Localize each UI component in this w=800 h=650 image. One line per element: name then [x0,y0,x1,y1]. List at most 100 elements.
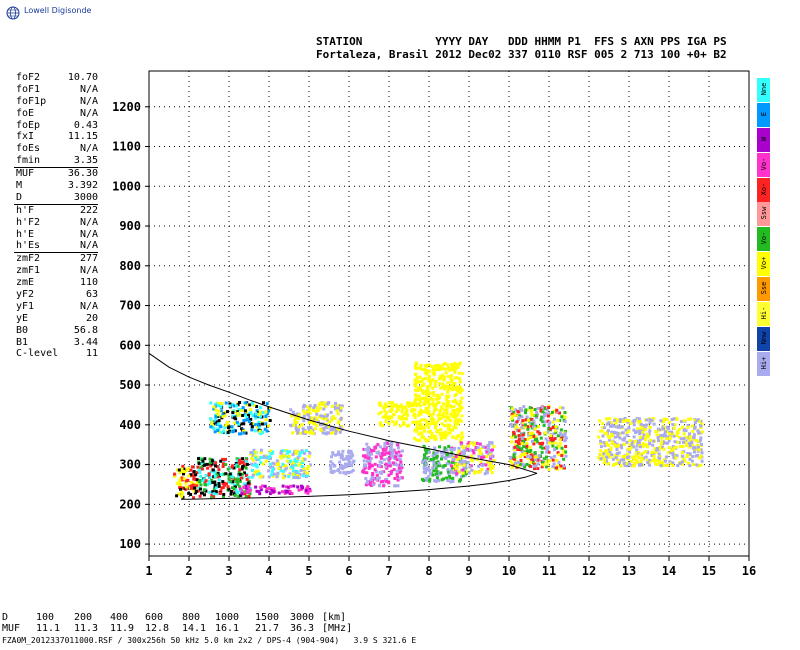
echo-pixel [434,426,438,430]
echo-pixel [674,456,678,460]
echo-pixel [442,411,446,415]
echo-pixel [619,464,623,468]
d-value: 800 [182,612,201,623]
echo-pixel [398,476,402,480]
echo-pixel [393,477,397,480]
echo-pixel [490,441,494,445]
echo-pixel [512,410,516,414]
echo-pixel [332,464,336,468]
echo-pixel [454,426,458,430]
echo-pixel [281,469,285,473]
echo-pixel [479,451,483,455]
muf-value: 21.7 [255,623,280,634]
echo-pixel [399,454,403,458]
echo-pixel [432,456,436,460]
echo-pixel [486,460,490,464]
parameter-row: D 3000 [16,192,98,204]
echo-pixel [217,409,221,413]
echo-pixel [432,469,436,473]
echo-pixel [285,449,289,453]
echo-pixel [196,489,200,493]
echo-pixel [614,456,618,460]
echo-pixel [622,442,626,446]
echo-pixel [369,457,373,460]
echo-pixel [244,414,248,418]
echo-pixel [387,422,391,426]
echo-pixel [634,451,638,455]
echo-pixel [520,442,524,446]
echo-pixel [449,386,453,390]
echo-pixel [449,447,453,451]
echo-pixel [255,458,259,462]
echo-pixel [685,444,689,448]
echo-pixel [275,463,279,467]
echo-pixel [675,434,679,438]
echo-pixel [433,382,437,386]
parameter-row: yF1 N/A [16,301,98,313]
parameter-panel: foF2 10.70 foF1 N/A foF1p N/A foE N/A foEp 0.43 fx… [14,72,98,360]
echo-pixel [233,483,237,487]
echo-pixel [177,492,181,496]
echo-pixel [281,453,285,457]
echo-pixel [223,414,227,418]
echo-pixel [522,445,526,449]
echo-pixel [426,475,430,479]
echo-pixel [524,423,527,427]
echo-pixel [244,401,248,405]
echo-pixel [336,453,340,457]
echo-pixel [444,457,448,460]
echo-pixel [419,427,423,431]
parameter-name: h'F2 [16,216,41,228]
echo-pixel [288,492,292,495]
echo-pixel [622,438,626,442]
echo-pixel [691,455,695,458]
echo-pixel [531,454,535,458]
echo-pixel [298,431,302,435]
echo-pixel [542,459,546,463]
echo-pixel [295,420,299,424]
echo-pixel [433,453,437,457]
echo-pixel [491,466,495,470]
echo-pixel [682,432,686,436]
echo-pixel [421,426,425,429]
echo-pixel [254,414,257,418]
echo-pixel [700,459,704,463]
echo-pixel [424,439,428,443]
echo-pixel [192,486,196,490]
echo-pixel [610,453,614,457]
echo-pixel [486,444,490,447]
echo-pixel [469,448,472,452]
echo-pixel [246,481,250,485]
muf-value: 12.8 [145,623,170,634]
echo-pixel [647,432,651,436]
echo-pixel [444,371,448,375]
echo-pixel [697,431,701,435]
echo-pixel [623,417,627,420]
echo-pixel [197,462,201,465]
echo-pixel [526,427,530,431]
echo-pixel [395,463,399,467]
echo-pixel [351,468,355,472]
echo-pixel [428,477,432,481]
echo-pixel [208,482,212,485]
echo-pixel [267,424,271,428]
echo-pixel [672,455,676,459]
parameter-row: h'F 222 [16,205,98,217]
echo-pixel [232,416,236,420]
echo-pixel [187,491,191,495]
echo-pixel [425,411,429,415]
echo-pixel [490,471,494,474]
echo-pixel [196,465,200,469]
echo-pixel [296,485,300,489]
echo-pixel [241,457,245,461]
parameter-value: 3.35 [73,155,98,167]
echo-pixel [451,476,455,480]
echo-pixel [453,409,457,412]
echo-pixel [195,484,199,488]
echo-pixel [208,457,212,461]
echo-pixel [399,417,403,421]
echo-pixel [297,488,301,492]
echo-pixel [621,455,625,458]
echo-pixel [214,408,218,412]
echo-pixel [515,428,519,432]
